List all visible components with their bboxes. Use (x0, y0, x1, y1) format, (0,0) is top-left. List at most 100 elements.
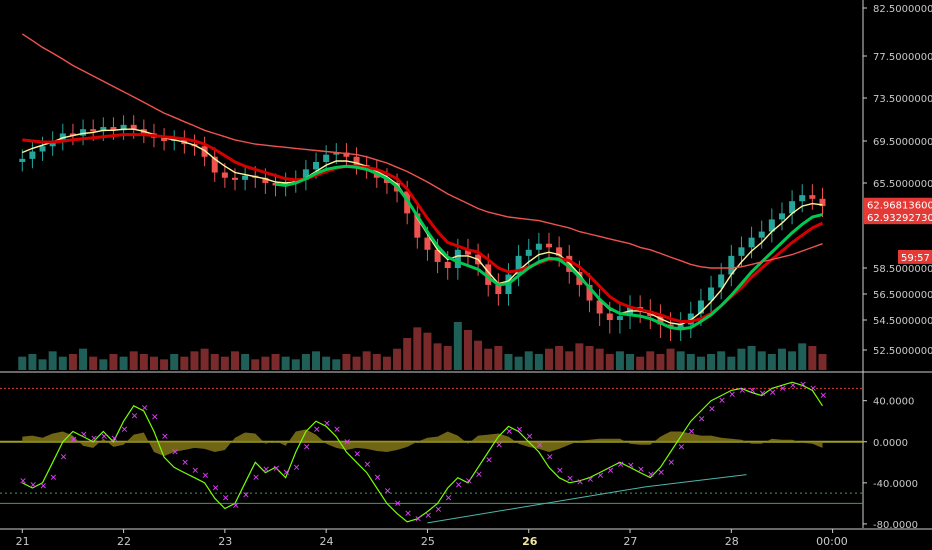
osc-d-marker: ✕ (29, 481, 37, 491)
oscillator-pane[interactable]: ✕ ✕ ✕✕✕✕✕ ✕ ✕ ✕✕✕✕✕✕✕✕✕✕✕✕✕✕✕✕ ✕ ✕✕✕✕✕✕✕✕✕✕✕✕✕✕… (0, 380, 863, 525)
candle-body (748, 237, 755, 248)
candle-body (687, 313, 694, 325)
candle-body (657, 316, 664, 325)
volume-bar (261, 356, 270, 370)
osc-d-marker: ✕ (526, 433, 534, 443)
osc-d-marker: ✕ (435, 506, 443, 516)
candle-body (434, 249, 441, 262)
osc-d-marker: ✕ (364, 460, 372, 470)
volume-bar (180, 356, 189, 370)
candle-body (69, 133, 76, 136)
candle-body (809, 195, 816, 199)
candle-body (262, 177, 269, 183)
osc-d-marker: ✕ (222, 494, 230, 504)
price-tick-label: 56.50000000 (873, 290, 932, 301)
candle-body (596, 300, 603, 314)
candle-body (556, 247, 563, 256)
volume-bar (190, 351, 199, 370)
candle-body (211, 156, 218, 173)
candle-body (80, 129, 87, 136)
time-tick-label: 26 (522, 535, 538, 548)
volume-bar (423, 332, 432, 370)
osc-d-marker: ✕ (759, 390, 767, 400)
osc-d-marker: ✕ (566, 475, 574, 485)
osc-d-marker: ✕ (313, 425, 321, 435)
volume-bar (686, 354, 695, 370)
osc-d-marker: ✕ (171, 448, 179, 458)
price-tick-label: 54.50000000 (873, 316, 932, 327)
volume-bar (494, 346, 503, 370)
osc-k-line (22, 381, 824, 523)
volume-bar (615, 351, 624, 370)
candle-body (444, 261, 451, 268)
volume-bar (676, 351, 685, 370)
price-tag (864, 197, 932, 212)
osc-d-marker: ✕ (151, 413, 159, 423)
osc-d-marker: ✕ (819, 392, 827, 402)
volume-bar (514, 356, 523, 370)
volume-bar (666, 348, 675, 370)
volume-bar (463, 330, 472, 370)
volume-bar (48, 351, 57, 370)
candle-body (49, 141, 56, 147)
osc-d-marker: ✕ (576, 478, 584, 488)
price-tag (898, 249, 932, 264)
volume-bar (129, 351, 138, 370)
volume-bar (160, 359, 169, 370)
volume-bar (443, 346, 452, 370)
volume-bar (210, 354, 219, 370)
volume-bar (322, 356, 331, 370)
candle-body (201, 146, 208, 157)
osc-d-marker: ✕ (698, 415, 706, 425)
osc-tick-label: -80.0000 (873, 520, 918, 531)
candle-body (677, 324, 684, 328)
candle-body (535, 243, 542, 250)
osc-d-marker: ✕ (465, 477, 473, 487)
osc-d-marker: ✕ (779, 384, 787, 394)
osc-d-marker: ✕ (404, 510, 412, 520)
volume-bar (119, 356, 128, 370)
osc-d-marker: ✕ (242, 491, 250, 501)
volume-bar (271, 354, 280, 370)
osc-d-marker: ✕ (273, 464, 281, 474)
candle-body (414, 213, 421, 238)
volume-bar (747, 346, 756, 370)
osc-d-marker: ✕ (668, 458, 676, 468)
osc-d-marker: ✕ (637, 465, 645, 475)
price-pane[interactable] (0, 0, 932, 530)
candle-body (120, 124, 127, 131)
time-tick-label: 23 (218, 535, 232, 548)
osc-d-marker: ✕ (424, 512, 432, 522)
volume-bar (696, 356, 705, 370)
volume-bar (342, 354, 351, 370)
osc-d-marker: ✕ (191, 467, 199, 477)
candle-body (464, 249, 471, 255)
ma-line-1 (22, 133, 824, 323)
candle-body (39, 146, 46, 152)
volume-bar (504, 354, 513, 370)
volume-bar (484, 348, 493, 370)
candle-body (221, 172, 228, 178)
volume-bar (393, 348, 402, 370)
osc-d-marker: ✕ (323, 419, 331, 429)
volume-bar (139, 354, 148, 370)
volume-bar (595, 348, 604, 370)
volume-bar (58, 356, 67, 370)
volume-bar (646, 351, 655, 370)
candle-body (718, 274, 725, 288)
volume-bar (170, 354, 179, 370)
osc-d-marker: ✕ (789, 381, 797, 391)
candle-body (515, 255, 522, 275)
osc-d-marker: ✕ (505, 427, 513, 437)
volume-bar (403, 338, 412, 370)
price-axis: 82.50000000 77.50000000 73.50000000 69.5000… (863, 4, 932, 357)
osc-d-marker: ✕ (617, 460, 625, 470)
osc-d-marker: ✕ (141, 404, 149, 414)
volume-bar (737, 348, 746, 370)
osc-trendline[interactable] (427, 474, 747, 524)
osc-d-marker: ✕ (597, 472, 605, 482)
price-tick-label: 73.50000000 (873, 94, 932, 105)
osc-tick-label: 40.0000 (873, 397, 914, 408)
price-tick-label: 77.50000000 (873, 52, 932, 63)
